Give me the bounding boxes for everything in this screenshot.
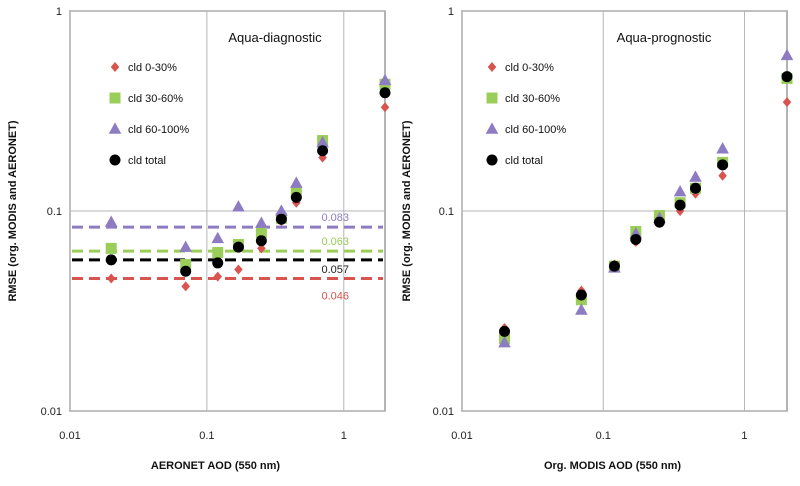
- series-cld-total: [105, 87, 391, 277]
- data-point: [378, 73, 392, 86]
- data-point: [257, 243, 266, 254]
- legend-label: cld 60-100%: [505, 124, 566, 136]
- y-tick-label: 0.1: [47, 206, 62, 218]
- data-point: [782, 97, 792, 108]
- data-point: [255, 235, 267, 247]
- data-point: [290, 176, 303, 188]
- data-point: [673, 185, 687, 197]
- data-point: [255, 216, 268, 228]
- legend: cld 0-30% cld 30-60% cld 60-100% cld total: [108, 62, 189, 167]
- legend-label: cld 0-30%: [505, 62, 554, 74]
- data-point: [234, 264, 243, 275]
- data-point: [180, 259, 192, 271]
- data-point: [275, 204, 288, 216]
- chart-panel-2: 0.01 0.1 1 0.01 0.1 1 Org. MODIS AOD (550 nm) R…: [401, 6, 794, 472]
- series-cld-60-100-: [104, 73, 392, 252]
- data-point: [181, 281, 190, 292]
- x-axis-title: AERONET AOD (550 nm): [151, 460, 281, 472]
- x-tick-label: 0.01: [59, 430, 80, 442]
- data-point: [211, 231, 225, 244]
- reference-line-label: 0.046: [321, 290, 349, 302]
- data-point: [106, 273, 116, 284]
- data-point: [290, 191, 302, 203]
- data-point: [232, 200, 245, 212]
- data-point: [780, 48, 794, 61]
- chart-title: Aqua-diagnostic: [228, 30, 322, 45]
- data-point: [575, 289, 587, 301]
- legend-marker: [109, 154, 121, 166]
- legend-marker: [486, 92, 498, 104]
- data-point: [105, 242, 117, 254]
- legend-marker: [486, 154, 498, 166]
- data-point: [498, 335, 511, 348]
- data-point: [718, 170, 727, 181]
- x-tick-label: 0.1: [199, 430, 214, 442]
- legend-marker: [487, 62, 497, 72]
- data-point: [212, 257, 224, 269]
- data-point: [179, 240, 192, 252]
- x-axis-title: Org. MODIS AOD (550 nm): [544, 460, 681, 472]
- data-point: [608, 260, 620, 272]
- x-tick-label: 0.1: [596, 430, 611, 442]
- data-point: [717, 159, 729, 171]
- data-point: [630, 234, 642, 246]
- y-tick-label: 1: [56, 6, 62, 18]
- data-point: [674, 199, 686, 211]
- data-point: [499, 325, 511, 337]
- data-point: [575, 303, 588, 315]
- data-point: [104, 215, 118, 227]
- reference-line-label: 0.063: [321, 236, 349, 248]
- y-tick-label: 1: [448, 6, 454, 18]
- y-tick-label: 0.01: [41, 406, 62, 418]
- legend-marker: [485, 122, 499, 134]
- legend: cld 0-30% cld 30-60% cld 60-100% cld total: [485, 62, 566, 167]
- data-point: [653, 216, 665, 228]
- legend-label: cld 30-60%: [128, 93, 183, 105]
- data-point: [716, 142, 729, 154]
- data-point: [690, 182, 702, 194]
- data-point: [105, 254, 117, 266]
- chart-title: Aqua-prognostic: [617, 30, 712, 45]
- reference-line-label: 0.083: [321, 212, 349, 224]
- data-point: [290, 186, 302, 198]
- legend-label: cld total: [505, 155, 543, 167]
- legend-label: cld total: [128, 155, 166, 167]
- x-tick-label: 1: [341, 430, 347, 442]
- data-point: [689, 170, 702, 182]
- legend-label: cld 0-30%: [128, 62, 177, 74]
- y-axis-title: RMSE (org. MODIS and AERONET): [7, 120, 19, 301]
- legend-marker: [110, 62, 120, 72]
- data-point: [781, 71, 793, 83]
- y-axis-title: RMSE (org. MODIS and AERONET): [401, 120, 413, 301]
- chart-panel-1: 0.01 0.1 1 0.01 0.1 1 AERONET AOD (550 nm) RMSE…: [7, 6, 392, 472]
- data-point: [379, 87, 391, 99]
- data-point: [317, 145, 329, 157]
- x-tick-label: 0.01: [451, 430, 472, 442]
- data-point: [275, 213, 287, 225]
- legend-marker: [108, 122, 122, 134]
- y-tick-label: 0.01: [433, 406, 454, 418]
- data-point: [180, 265, 192, 277]
- x-tick-label: 1: [741, 430, 747, 442]
- y-tick-label: 0.1: [439, 206, 454, 218]
- legend-marker: [109, 92, 121, 104]
- data-point: [380, 102, 390, 113]
- data-point: [213, 271, 222, 282]
- data-point: [212, 247, 224, 259]
- data-point: [232, 241, 244, 253]
- legend-label: cld 30-60%: [505, 93, 560, 105]
- legend-label: cld 60-100%: [128, 124, 189, 136]
- data-point: [316, 135, 329, 148]
- data-point: [255, 227, 267, 239]
- series-cld-total: [499, 71, 793, 337]
- reference-line-label: 0.057: [321, 264, 349, 276]
